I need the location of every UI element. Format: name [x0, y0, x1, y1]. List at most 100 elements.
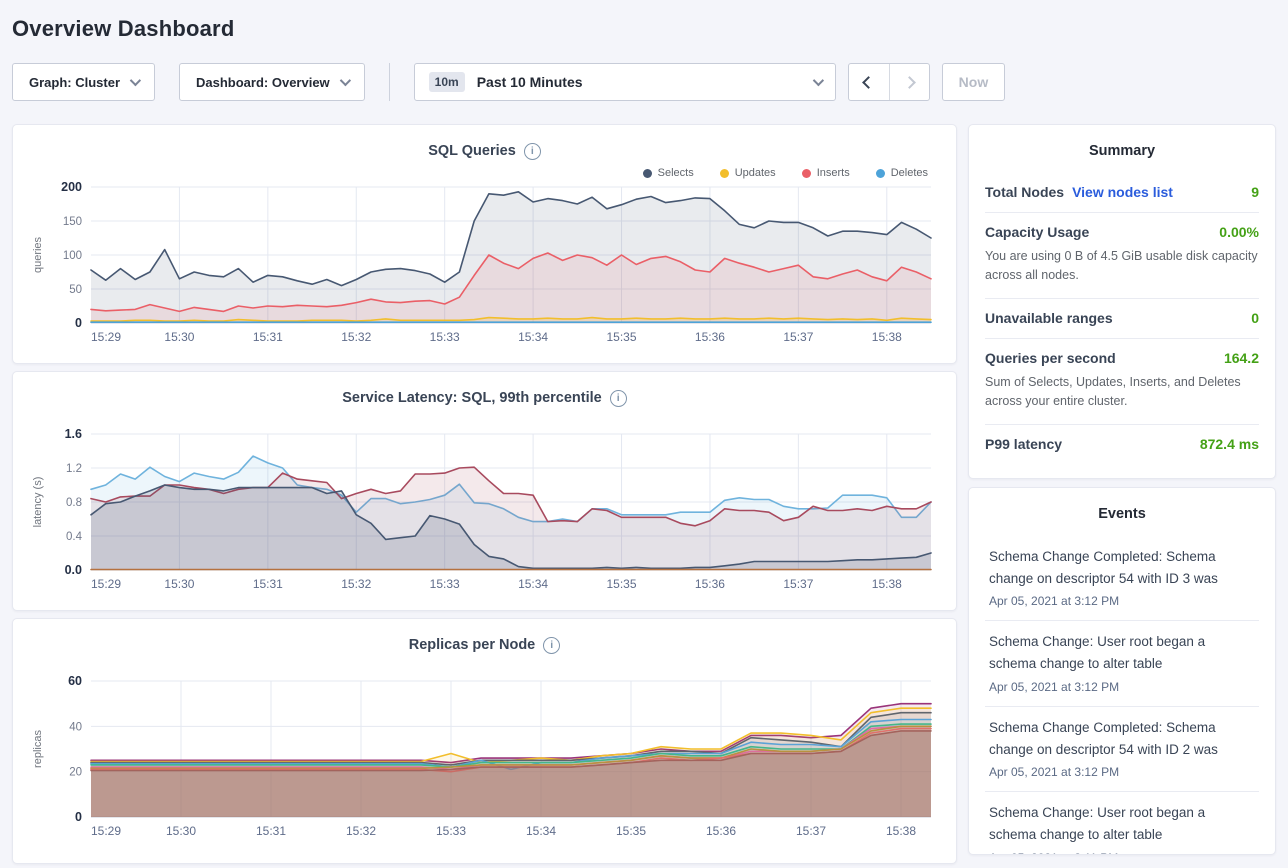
chart-title-row: SQL Queries i [27, 139, 942, 163]
svg-text:1.6: 1.6 [65, 428, 82, 441]
chevron-right-icon [902, 75, 916, 89]
event-timestamp: Apr 05, 2021 at 3:12 PM [989, 594, 1120, 609]
summary-description: You are using 0 B of 4.5 GiB usable disk… [985, 249, 1258, 283]
svg-text:latency (s): latency (s) [32, 477, 44, 528]
event-message: Schema Change Completed: Schema change o… [989, 719, 1218, 757]
svg-text:200: 200 [61, 181, 82, 194]
svg-text:15:34: 15:34 [526, 824, 556, 838]
event-timestamp: Apr 05, 2021 at 3:12 PM [989, 679, 1120, 694]
info-icon[interactable]: i [523, 142, 541, 160]
svg-text:20: 20 [69, 767, 82, 779]
svg-text:15:30: 15:30 [164, 577, 194, 591]
chart-title: SQL Queries [428, 143, 516, 159]
summary-row-queries-per-second: Queries per second 164.2 Sum of Selects,… [985, 339, 1259, 425]
svg-text:15:31: 15:31 [253, 330, 283, 344]
dashboard-toolbar: Graph: Cluster Dashboard: Overview 10m P… [12, 62, 1276, 102]
legend-dot-icon [801, 168, 811, 178]
summary-value: 164.2 [1223, 349, 1259, 366]
summary-row-capacity-usage: Capacity Usage 0.00% You are using 0 B o… [985, 213, 1259, 299]
replicas-per-node-chart[interactable]: 0 20 40 60 15:29 15:30 15:31 15:32 15:33 15:34 15:… [27, 675, 944, 843]
summary-label: P99 latency [985, 435, 1063, 452]
event-message: Schema Change: User root began a schema … [989, 805, 1206, 843]
chart-legend: Selects Updates Inserts Deletes [27, 165, 942, 181]
charts-column: SQL Queries i Selects Updates Inserts Delet… [12, 124, 957, 864]
event-item: Schema Change Completed: Schema change o… [985, 707, 1259, 793]
summary-row-unavailable-ranges: Unavailable ranges 0 [985, 299, 1259, 339]
time-range-badge: 10m [428, 72, 465, 92]
chart-title-row: Service Latency: SQL, 99th percentile i [27, 386, 942, 410]
svg-text:0.8: 0.8 [66, 497, 82, 509]
legend-item-selects[interactable]: Selects [642, 167, 694, 179]
legend-dot-icon [719, 168, 729, 178]
toolbar-divider [388, 63, 390, 101]
summary-row-p99-latency: P99 latency 872.4 ms [985, 425, 1259, 464]
time-step-back-button[interactable] [849, 64, 889, 100]
svg-text:15:33: 15:33 [436, 824, 466, 838]
legend-spacer [27, 410, 942, 428]
graph-scope-label: Graph: Cluster [29, 74, 121, 90]
svg-text:15:31: 15:31 [256, 824, 286, 838]
events-panel: Events Schema Change Completed: Schema c… [968, 486, 1276, 855]
legend-item-inserts[interactable]: Inserts [801, 167, 850, 179]
svg-text:15:37: 15:37 [783, 577, 813, 591]
info-icon[interactable]: i [609, 389, 627, 407]
svg-text:15:29: 15:29 [91, 330, 121, 344]
chevron-down-icon [339, 74, 351, 87]
legend-label: Updates [734, 167, 776, 179]
time-range-label: Past 10 Minutes [476, 74, 583, 90]
summary-value: 0.00% [1219, 224, 1259, 240]
svg-text:60: 60 [68, 675, 82, 688]
summary-heading: Summary [1088, 143, 1156, 159]
legend-label: Inserts [816, 167, 850, 179]
event-message: Schema Change: User root began a schema … [989, 634, 1206, 672]
summary-row-total-nodes: Total Nodes View nodes list 9 [985, 173, 1259, 213]
svg-text:15:32: 15:32 [346, 824, 376, 838]
chart-title: Replicas per Node [408, 637, 536, 653]
sql-queries-chart-card: SQL Queries i Selects Updates Inserts Delet… [12, 124, 957, 364]
svg-text:15:37: 15:37 [796, 824, 826, 838]
graph-scope-dropdown[interactable]: Graph: Cluster [12, 63, 156, 101]
info-icon[interactable]: i [543, 636, 561, 654]
event-message: Schema Change Completed: Schema change o… [989, 548, 1218, 586]
events-heading: Events [1098, 505, 1146, 522]
svg-text:15:32: 15:32 [341, 577, 371, 591]
now-button[interactable]: Now [941, 63, 1006, 101]
svg-text:1.2: 1.2 [66, 463, 82, 475]
svg-text:0: 0 [75, 810, 82, 824]
summary-value: 0 [1251, 309, 1259, 326]
dashboard-select-dropdown[interactable]: Dashboard: Overview [179, 63, 365, 101]
dashboard-select-label: Dashboard: Overview [196, 74, 330, 90]
sidebar-column: Summary Total Nodes View nodes list 9 Ca… [968, 124, 1276, 855]
svg-text:15:30: 15:30 [164, 330, 194, 344]
sql-queries-chart[interactable]: 0 50 100 150 200 15:29 15:30 15:31 15:32 15:33 15:… [27, 181, 944, 349]
legend-item-deletes[interactable]: Deletes [875, 167, 928, 179]
svg-text:15:35: 15:35 [607, 330, 637, 344]
service-latency-chart[interactable]: 0.0 0.4 0.8 1.2 1.6 15:29 15:30 15:31 15:32 15:33… [27, 428, 944, 596]
svg-text:15:30: 15:30 [166, 824, 196, 838]
view-nodes-list-link[interactable]: View nodes list [1072, 184, 1173, 200]
svg-text:0.0: 0.0 [65, 563, 82, 577]
svg-text:15:29: 15:29 [91, 577, 121, 591]
time-range-dropdown[interactable]: 10m Past 10 Minutes [413, 63, 836, 101]
legend-dot-icon [875, 168, 885, 178]
summary-label: Total Nodes [985, 184, 1065, 200]
legend-label: Selects [657, 167, 694, 179]
legend-item-updates[interactable]: Updates [719, 167, 776, 179]
chevron-left-icon [862, 75, 876, 89]
chevron-down-icon [129, 74, 142, 87]
svg-text:15:38: 15:38 [872, 330, 902, 344]
legend-spacer [27, 657, 942, 675]
svg-text:150: 150 [63, 216, 82, 228]
legend-dot-icon [642, 168, 652, 178]
event-timestamp: Apr 05, 2021 at 3:12 PM [989, 765, 1120, 780]
svg-text:100: 100 [63, 250, 82, 262]
main-content: SQL Queries i Selects Updates Inserts Delet… [12, 124, 1276, 864]
svg-text:40: 40 [69, 721, 82, 733]
time-step-forward-button[interactable] [888, 64, 929, 100]
svg-text:15:35: 15:35 [616, 824, 646, 838]
svg-text:15:33: 15:33 [430, 330, 460, 344]
event-item: Schema Change: User root began a schema … [985, 792, 1259, 853]
summary-description: Sum of Selects, Updates, Inserts, and De… [985, 374, 1241, 409]
svg-text:0.4: 0.4 [66, 531, 83, 543]
